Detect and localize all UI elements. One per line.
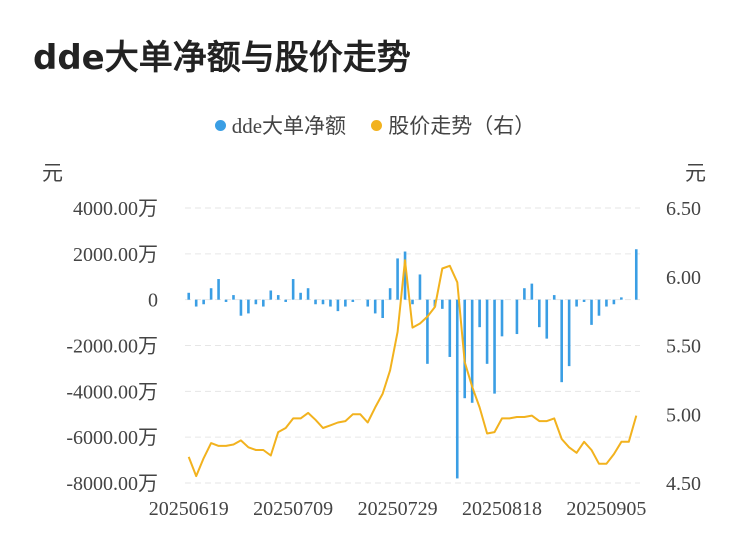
bar [523, 288, 526, 300]
bar [239, 299, 243, 316]
bar [262, 299, 265, 307]
bar [545, 299, 549, 339]
bar [344, 299, 347, 307]
legend-item-price[interactable]: 股价走势（右） [371, 110, 535, 140]
bar [254, 299, 258, 305]
bar [187, 292, 191, 300]
bar [202, 299, 205, 305]
bar [500, 299, 504, 337]
x-tick-label: 20250818 [462, 498, 542, 520]
legend: dde大单净额 股价走势（右） [0, 110, 750, 140]
bar [247, 299, 250, 314]
bar [194, 299, 198, 307]
bar [552, 295, 556, 300]
left-tick-label: -4000.00万 [66, 381, 158, 403]
x-tick-label: 20250729 [358, 498, 438, 520]
bar [485, 299, 489, 364]
bar [388, 288, 392, 300]
legend-dot-dde-icon [214, 119, 226, 131]
right-axis-unit: 元 [685, 161, 706, 185]
bar [590, 299, 593, 325]
bar [403, 251, 407, 300]
right-tick-label: 4.50 [666, 473, 701, 495]
left-tick-label: -6000.00万 [66, 427, 158, 449]
bar [582, 299, 586, 302]
bar [426, 299, 429, 364]
x-tick-label: 20250905 [566, 498, 646, 520]
bar [463, 299, 467, 399]
bar [538, 299, 541, 328]
x-tick-label: 20250709 [253, 498, 333, 520]
bar [418, 274, 422, 300]
left-tick-label: 4000.00万 [73, 198, 158, 220]
left-tick-label: -8000.00万 [66, 473, 158, 495]
legend-item-dde[interactable]: dde大单净额 [214, 110, 347, 140]
bar [232, 295, 235, 300]
bar [321, 299, 325, 305]
bar [351, 299, 355, 302]
bar [455, 299, 459, 479]
left-tick-label: 2000.00万 [73, 244, 158, 266]
bar [209, 288, 213, 300]
right-tick-label: 5.50 [666, 336, 701, 358]
bar [269, 290, 273, 300]
bar [381, 299, 384, 318]
bar [470, 299, 474, 403]
bar [612, 299, 616, 305]
bar [605, 299, 608, 307]
right-tick-label: 6.50 [666, 198, 701, 220]
bar [478, 299, 481, 328]
bar [515, 299, 519, 335]
bar [620, 297, 623, 300]
bar [329, 299, 332, 307]
bar [634, 249, 638, 300]
x-tick-label: 20250619 [149, 498, 229, 520]
left-axis-unit: 元 [42, 161, 63, 185]
bar [493, 299, 496, 394]
bar [411, 299, 414, 305]
left-tick-label: -2000.00万 [66, 336, 158, 358]
bar [567, 299, 571, 367]
chart-title: dde大单净额与股价走势 [33, 38, 411, 78]
bar [448, 299, 452, 357]
bar [575, 299, 578, 307]
right-tick-label: 5.00 [666, 404, 701, 426]
legend-dot-price-icon [371, 119, 383, 131]
bar [441, 299, 444, 309]
bar [299, 292, 302, 300]
bar [373, 299, 377, 314]
bar [336, 299, 340, 312]
bar [224, 299, 228, 302]
bar [597, 299, 601, 316]
bar [560, 299, 563, 383]
legend-label-price: 股价走势（右） [388, 114, 536, 138]
bar [314, 299, 317, 305]
bar [530, 283, 534, 300]
bar [306, 288, 310, 300]
bar [284, 299, 287, 302]
bar [217, 279, 220, 300]
bar [396, 258, 399, 300]
bar [276, 295, 280, 300]
bar [366, 299, 370, 307]
right-tick-label: 6.00 [666, 267, 701, 289]
price-line [187, 259, 638, 478]
left-tick-label: 0 [148, 290, 158, 312]
legend-label-dde: dde大单净额 [231, 114, 347, 138]
bar [291, 279, 295, 300]
